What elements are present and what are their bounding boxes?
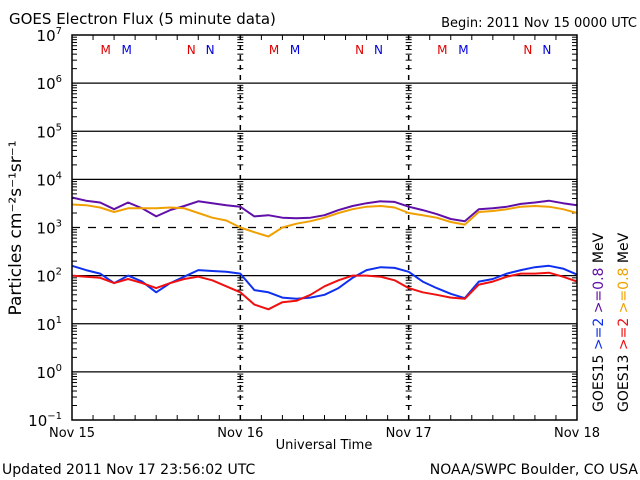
series-lines: [71, 196, 578, 311]
y-tick-label: 104: [37, 170, 62, 189]
marker-n: N: [187, 43, 196, 57]
series-goes13-0p8mev: [71, 203, 578, 238]
marker-m: M: [100, 43, 110, 57]
gridlines: [72, 82, 577, 373]
credit-label: NOAA/SWPC Boulder, CO USA: [430, 462, 639, 478]
y-tick-labels: 107 106 105 104 103 102 101 100 10−1: [28, 26, 62, 430]
y-tick-label: 10−1: [28, 411, 62, 430]
marker-n: N: [206, 43, 215, 57]
series-goes13-2mev: [71, 271, 578, 311]
x-tick-label: Nov 17: [386, 426, 432, 441]
marker-m: M: [458, 43, 468, 57]
y-tick-label: 102: [37, 267, 62, 286]
marker-n: N: [542, 43, 551, 57]
updated-timestamp: Updated 2011 Nov 17 23:56:02 UTC: [2, 462, 255, 478]
legend: GOES15 >=2 >=0.8 MeV GOES13 >=2 >=0.8 MeV: [591, 232, 632, 412]
series-goes15-2mev: [71, 264, 578, 300]
series-goes15-0p8mev: [71, 196, 578, 223]
x-tick-label: Nov 18: [554, 426, 600, 441]
marker-n: N: [523, 43, 532, 57]
marker-n: N: [374, 43, 383, 57]
axis-ticks: [72, 35, 577, 420]
y-tick-label: 105: [37, 122, 62, 141]
x-tick-labels: Nov 15 Nov 16 Nov 17 Nov 18: [49, 426, 600, 441]
marker-m: M: [269, 43, 279, 57]
x-axis-label: Universal Time: [276, 438, 373, 453]
chart-title: GOES Electron Flux (5 minute data): [9, 10, 276, 28]
legend-goes15: GOES15 >=2 >=0.8 MeV: [591, 232, 607, 412]
marker-n: N: [355, 43, 364, 57]
legend-goes13: GOES13 >=2 >=0.8 MeV: [616, 232, 632, 412]
y-tick-label: 103: [37, 219, 62, 238]
y-tick-label: 100: [37, 363, 62, 382]
y-tick-label: 107: [37, 26, 62, 45]
y-axis-label: Particles cm⁻²s⁻¹sr⁻¹: [6, 140, 26, 315]
x-tick-label: Nov 16: [217, 426, 263, 441]
marker-m: M: [437, 43, 447, 57]
x-tick-label: Nov 15: [49, 426, 95, 441]
marker-m: M: [122, 43, 132, 57]
begin-label: Begin: 2011 Nov 15 0000 UTC: [441, 16, 637, 31]
y-tick-label: 106: [37, 74, 62, 93]
plot-frame: [71, 34, 578, 421]
y-tick-label: 101: [37, 315, 62, 334]
marker-m: M: [290, 43, 300, 57]
